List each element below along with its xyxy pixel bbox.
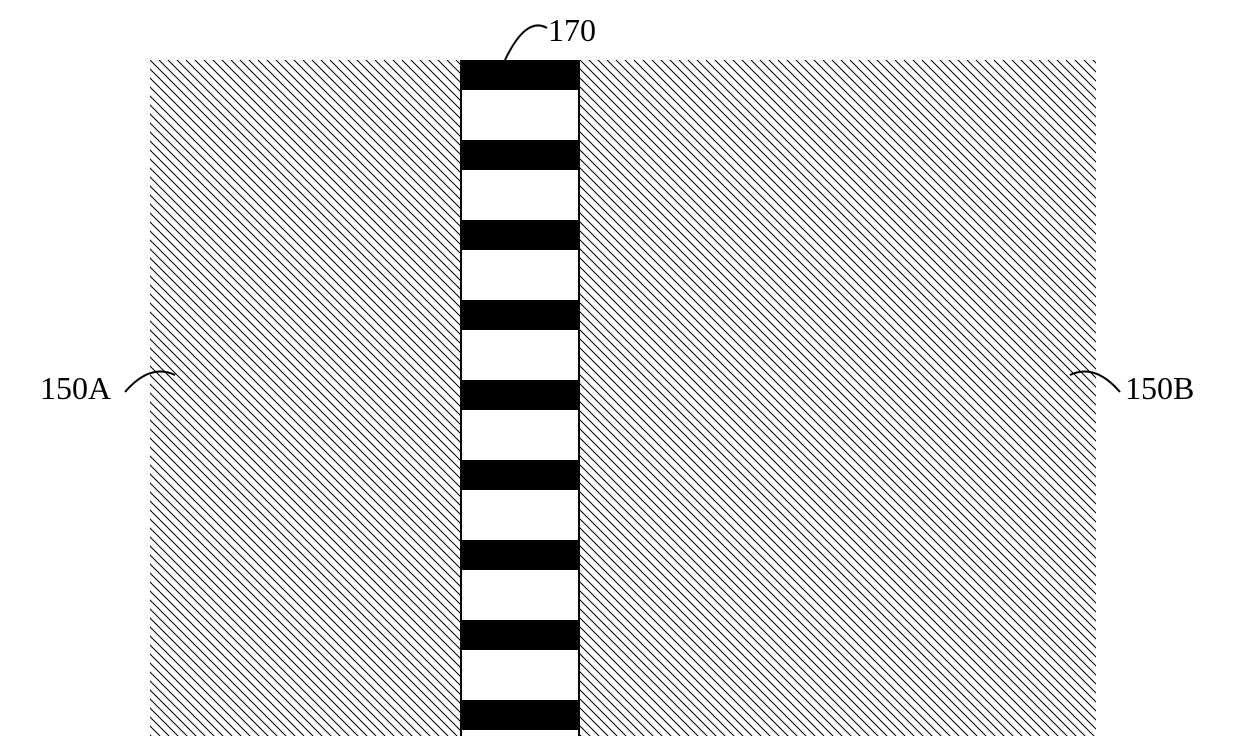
label-170: 170 xyxy=(548,12,596,49)
stripe-bar xyxy=(462,300,580,330)
label-150b: 150B xyxy=(1125,370,1194,407)
stripe-bar xyxy=(462,460,580,490)
stripe-bar xyxy=(462,540,580,570)
region-170 xyxy=(460,60,580,736)
stripe-bar xyxy=(462,700,580,730)
label-150a: 150A xyxy=(40,370,111,407)
region-150b xyxy=(580,60,1096,736)
stripe-bar xyxy=(462,140,580,170)
stripe-bar xyxy=(462,60,580,90)
region-150a xyxy=(150,60,460,736)
stripe-bar xyxy=(462,220,580,250)
stripe-bar xyxy=(462,620,580,650)
stripe-bar xyxy=(462,380,580,410)
